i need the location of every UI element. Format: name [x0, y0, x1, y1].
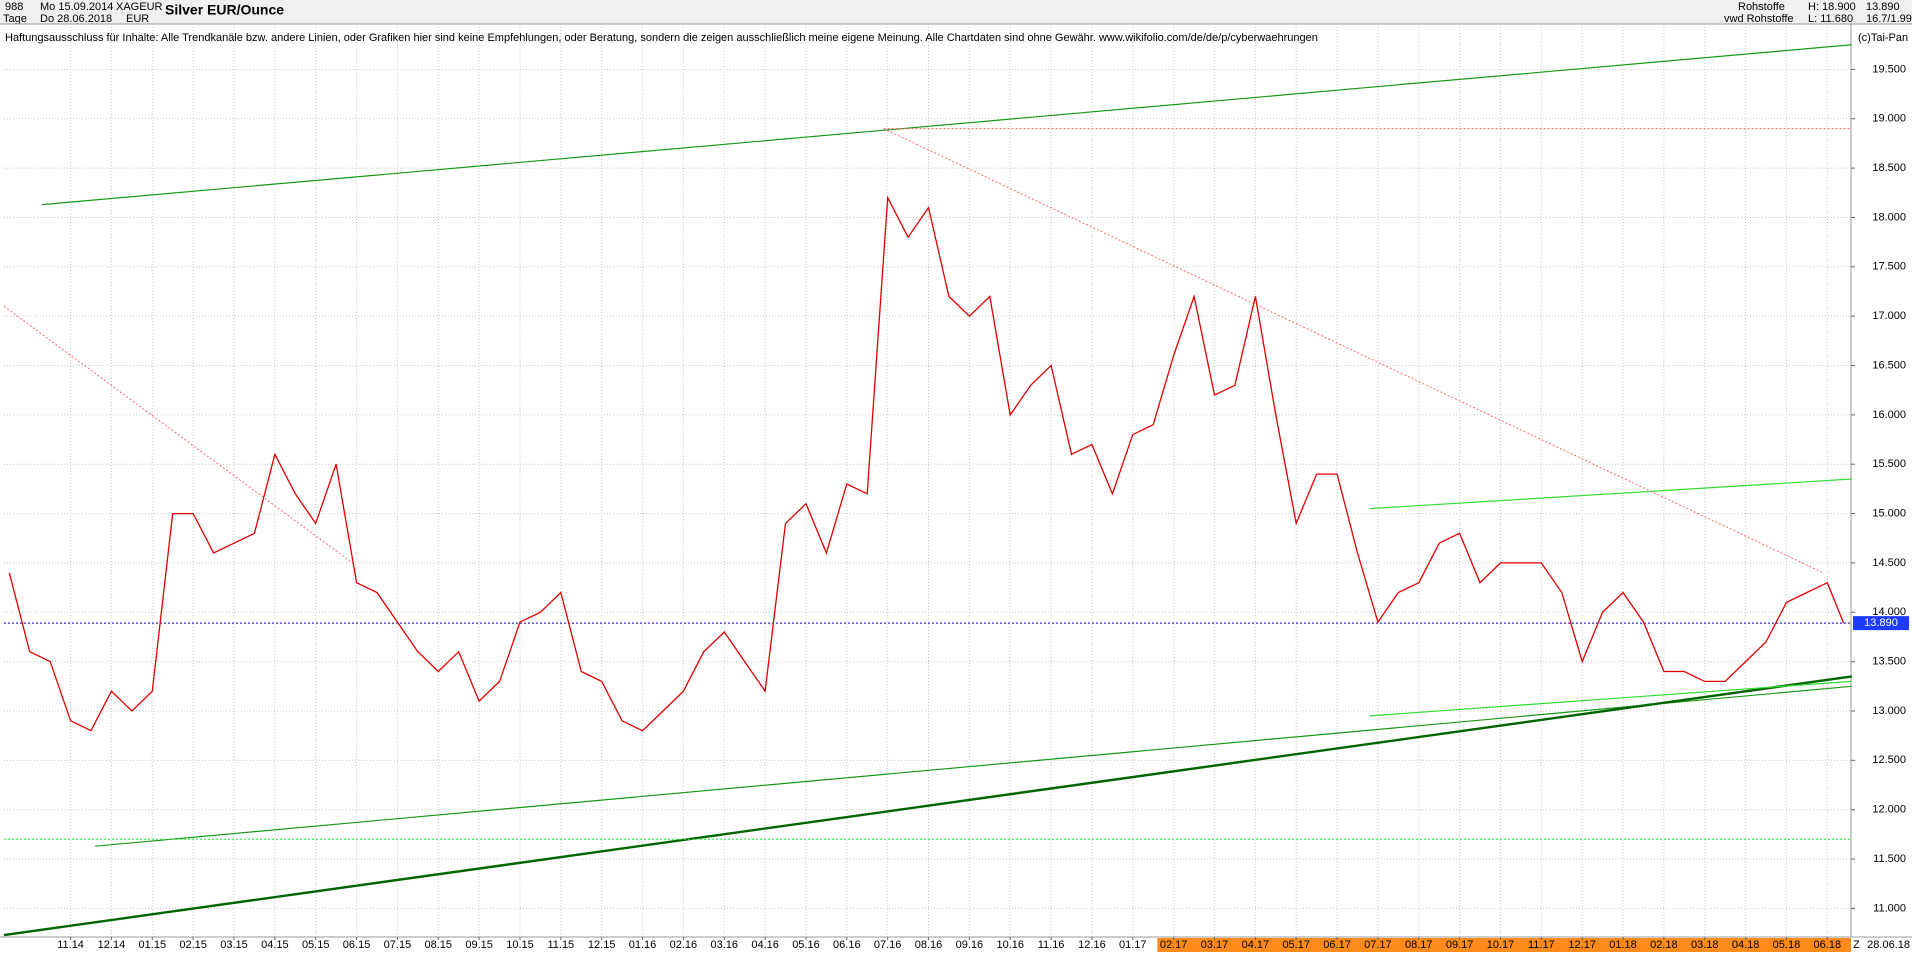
- chart-id[interactable]: 988: [5, 1, 23, 13]
- x-tick-label: 03.17: [1201, 939, 1229, 951]
- x-tick-label: 09.16: [956, 939, 984, 951]
- x-tick-label: 02.15: [179, 939, 207, 951]
- y-tick-label: 18.500: [1872, 162, 1906, 174]
- y-tick-label: 14.500: [1872, 557, 1906, 569]
- x-tick-label: 12.14: [98, 939, 126, 951]
- x-tick-label: 06.15: [343, 939, 371, 951]
- y-tick-label: 16.000: [1872, 409, 1906, 421]
- x-tick-label: 04.17: [1242, 939, 1270, 951]
- toolbar: [0, 0, 1912, 24]
- x-tick-label: 01.15: [139, 939, 167, 951]
- x-tick-label: 02.18: [1650, 939, 1678, 951]
- x-tick-label: 03.18: [1691, 939, 1719, 951]
- group: Rohstoffe: [1738, 1, 1785, 13]
- y-tick-label: 19.000: [1872, 113, 1906, 125]
- y-tick-label: 11.000: [1873, 902, 1906, 914]
- last-price: 13.890: [1866, 1, 1900, 13]
- plot: [3, 24, 1852, 937]
- y-tick-label: 18.000: [1872, 211, 1906, 223]
- y-tick-label: 19.500: [1872, 63, 1906, 75]
- x-end-mark: Z: [1853, 939, 1860, 951]
- y-tick-label: 13.000: [1872, 705, 1906, 717]
- x-tick-label: 10.15: [506, 939, 534, 951]
- chart-title: Silver EUR/Ounce: [165, 2, 284, 18]
- y-tick-label: 14.000: [1872, 606, 1906, 618]
- copyright: (c)Tai-Pan: [1858, 32, 1908, 44]
- x-tick-label: 09.17: [1446, 939, 1474, 951]
- trendline: [3, 675, 1852, 937]
- x-tick-label: 07.17: [1364, 939, 1392, 951]
- x-end-label: 28.06.18: [1867, 939, 1910, 951]
- trendline: [95, 685, 1852, 847]
- x-tick-label: 02.16: [670, 939, 698, 951]
- y-tick-label: 12.500: [1872, 754, 1906, 766]
- x-tick-label: 07.15: [384, 939, 412, 951]
- x-tick-label: 10.17: [1487, 939, 1515, 951]
- x-tick-label: 08.15: [425, 939, 453, 951]
- x-tick-label: 11.17: [1528, 939, 1555, 951]
- x-tick-label: 12.15: [588, 939, 616, 951]
- high: H: 18.900: [1808, 1, 1856, 13]
- period[interactable]: Tage: [3, 13, 27, 25]
- x-tick-label: 12.16: [1078, 939, 1106, 951]
- x-tick-label: 05.17: [1282, 939, 1310, 951]
- price-line: [8, 195, 1845, 732]
- currency: EUR: [126, 13, 149, 25]
- x-tick-label: 05.16: [792, 939, 820, 951]
- date-to: Do 28.06.2018: [40, 13, 112, 25]
- x-tick-label: 07.16: [874, 939, 902, 951]
- y-tick-label: 15.500: [1872, 458, 1906, 470]
- x-tick-label: 04.16: [751, 939, 779, 951]
- x-tick-label: 08.16: [915, 939, 943, 951]
- trendline: [41, 44, 1852, 206]
- last-price-label: 13.890: [1864, 617, 1898, 629]
- symbol: XAGEUR: [116, 1, 163, 13]
- x-tick-label: 11.16: [1038, 939, 1065, 951]
- x-tick-label: 05.15: [302, 939, 330, 951]
- x-tick-label: 01.18: [1609, 939, 1637, 951]
- x-tick-label: 12.17: [1568, 939, 1596, 951]
- trendline: [883, 128, 1824, 574]
- y-tick-label: 17.000: [1872, 310, 1906, 322]
- x-tick-label: 06.17: [1323, 939, 1351, 951]
- x-tick-label: 08.17: [1405, 939, 1433, 951]
- x-tick-label: 10.16: [996, 939, 1024, 951]
- x-tick-label: 06.18: [1814, 939, 1842, 951]
- x-tick-label: 06.16: [833, 939, 861, 951]
- disclaimer: Haftungsausschluss für Inhalte: Alle Tre…: [5, 32, 1318, 44]
- x-tick-label: 09.15: [465, 939, 493, 951]
- ratio: 16.7/1.990: [1866, 13, 1912, 25]
- low: L: 11.680: [1808, 13, 1853, 25]
- x-tick-label: 05.18: [1773, 939, 1801, 951]
- x-tick-label: 04.18: [1732, 939, 1760, 951]
- trendline: [1369, 478, 1852, 510]
- x-tick-label: 02.17: [1160, 939, 1188, 951]
- x-tick-label: 01.16: [629, 939, 657, 951]
- period-highlight: [1157, 938, 1851, 952]
- date-from: Mo 15.09.2014: [40, 1, 113, 13]
- x-tick-label: 01.17: [1119, 939, 1147, 951]
- source: vwd Rohstoffe: [1724, 13, 1794, 25]
- x-tick-label: 11.15: [547, 939, 574, 951]
- y-tick-label: 17.500: [1872, 261, 1906, 273]
- x-tick-label: 03.16: [710, 939, 738, 951]
- y-tick-label: 15.000: [1872, 507, 1906, 519]
- y-tick-label: 16.500: [1872, 359, 1906, 371]
- trendline: [3, 305, 353, 564]
- x-tick-label: 04.15: [261, 939, 289, 951]
- last-price-box: [1853, 616, 1909, 631]
- y-tick-label: 12.000: [1872, 804, 1906, 816]
- y-tick-label: 13.500: [1872, 656, 1906, 668]
- x-tick-label: 11.14: [57, 939, 84, 951]
- trendline: [1369, 680, 1852, 717]
- x-tick-label: 03.15: [220, 939, 248, 951]
- y-tick-label: 11.500: [1873, 853, 1906, 865]
